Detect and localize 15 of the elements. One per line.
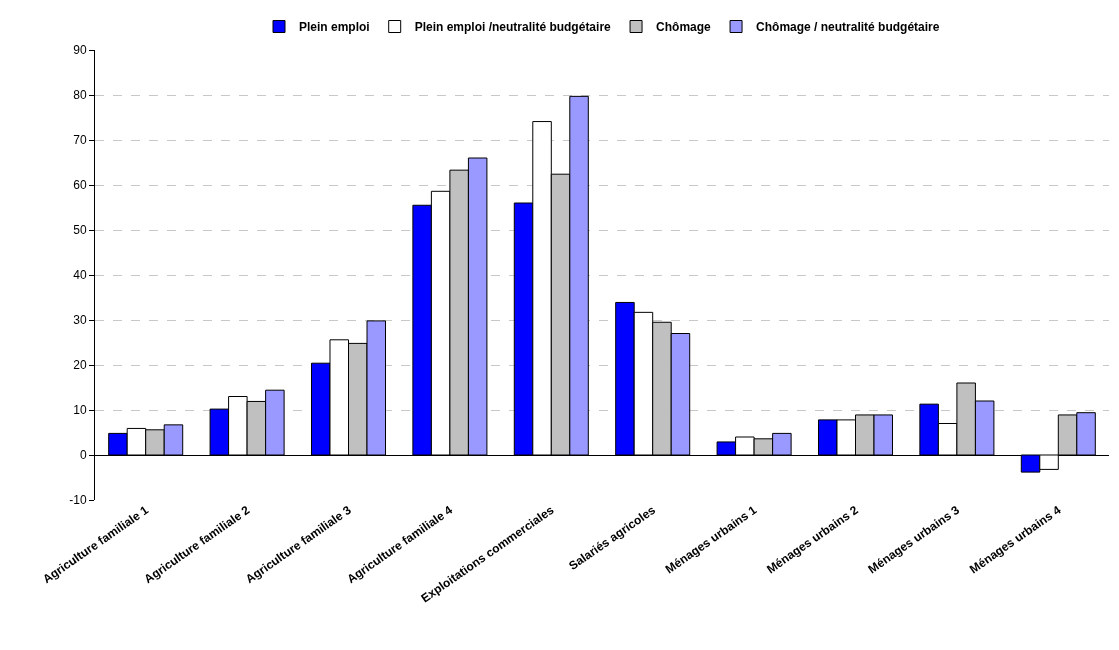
legend-label: Plein emploi	[299, 20, 370, 35]
legend-label: Plein emploi /neutralité budgétaire	[414, 20, 612, 35]
y-tick-label: 20	[73, 358, 87, 373]
y-tick-label: 90	[73, 43, 87, 58]
y-tick-label: 50	[73, 223, 87, 238]
y-tick-label: 70	[73, 133, 87, 148]
y-tick-label: 10	[73, 403, 87, 418]
y-tick-label: 30	[73, 313, 87, 328]
legend-label: Chômage / neutralité budgétaire	[756, 20, 940, 35]
y-tick-label: 60	[73, 178, 87, 193]
legend-label: Chômage	[656, 20, 712, 35]
y-tick-label: 0	[79, 448, 87, 463]
y-tick-label: 80	[73, 88, 87, 103]
y-tick-label: 40	[73, 268, 87, 283]
y-tick-label: -10	[69, 493, 87, 508]
